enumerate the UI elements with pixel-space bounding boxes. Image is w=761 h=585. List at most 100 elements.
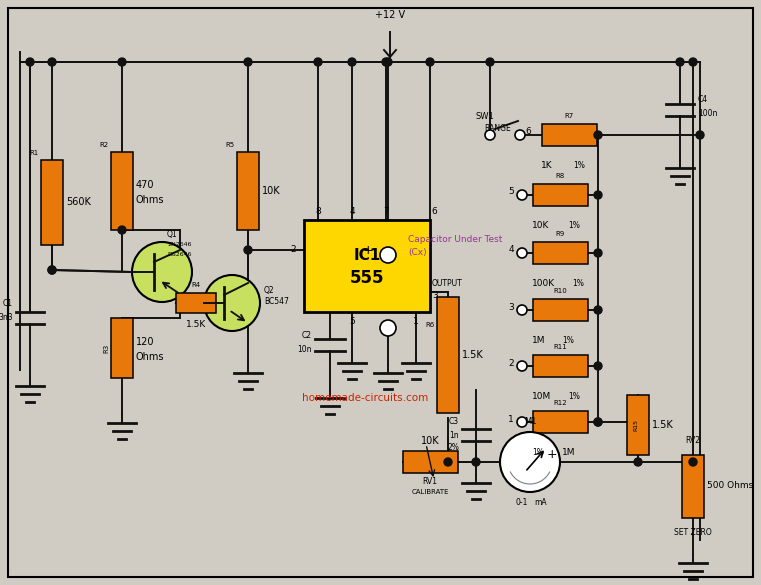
FancyBboxPatch shape [304, 220, 430, 312]
Text: mA: mA [534, 498, 546, 507]
Text: 560K: 560K [66, 197, 91, 207]
Circle shape [594, 306, 602, 314]
Circle shape [689, 58, 697, 66]
Text: C2: C2 [302, 331, 312, 339]
FancyBboxPatch shape [533, 355, 587, 377]
Text: 1: 1 [413, 317, 419, 326]
Text: IC1: IC1 [353, 249, 380, 263]
Text: 1.5K: 1.5K [462, 350, 484, 360]
Text: 1%: 1% [568, 392, 580, 401]
Text: R11: R11 [553, 344, 567, 350]
Circle shape [26, 58, 34, 66]
Circle shape [594, 249, 602, 257]
Text: R1: R1 [30, 150, 39, 156]
Text: Ohms: Ohms [136, 195, 164, 205]
Circle shape [485, 130, 495, 140]
Text: 1M: 1M [562, 448, 575, 457]
Text: 3: 3 [432, 291, 438, 301]
Text: BC547: BC547 [264, 298, 289, 307]
Circle shape [517, 190, 527, 200]
Text: R7: R7 [565, 113, 574, 119]
Text: C1: C1 [3, 300, 13, 308]
FancyBboxPatch shape [237, 152, 259, 230]
Circle shape [517, 305, 527, 315]
FancyBboxPatch shape [542, 124, 597, 146]
Text: SET ZERO: SET ZERO [674, 528, 712, 537]
Circle shape [594, 191, 602, 199]
Text: 2N2646: 2N2646 [167, 243, 192, 247]
FancyBboxPatch shape [111, 152, 133, 230]
Text: 1%: 1% [572, 279, 584, 288]
FancyBboxPatch shape [111, 318, 133, 378]
Circle shape [348, 58, 356, 66]
Text: 555: 555 [350, 269, 384, 287]
Circle shape [517, 248, 527, 258]
Circle shape [517, 417, 527, 427]
FancyBboxPatch shape [533, 411, 587, 433]
FancyBboxPatch shape [437, 297, 459, 413]
Text: 1M: 1M [532, 336, 546, 345]
Text: 1%: 1% [532, 448, 544, 457]
Text: 100n: 100n [698, 109, 718, 119]
Text: 1%: 1% [568, 221, 580, 230]
FancyBboxPatch shape [533, 184, 587, 206]
Circle shape [426, 58, 434, 66]
Circle shape [384, 58, 392, 66]
Text: 10K: 10K [262, 186, 281, 196]
Circle shape [594, 418, 602, 426]
Text: CALIBRATE: CALIBRATE [411, 489, 449, 495]
Text: 0-1: 0-1 [515, 498, 527, 507]
Circle shape [689, 458, 697, 466]
Circle shape [380, 247, 396, 263]
Circle shape [472, 458, 480, 466]
Text: R12: R12 [553, 400, 567, 406]
Circle shape [244, 58, 252, 66]
Text: 3: 3 [508, 302, 514, 311]
Text: 5: 5 [508, 188, 514, 197]
Text: (Cx): (Cx) [408, 249, 427, 257]
Text: R8: R8 [556, 173, 565, 179]
Circle shape [380, 320, 396, 336]
Text: 2: 2 [291, 246, 296, 254]
FancyBboxPatch shape [533, 242, 587, 264]
Circle shape [244, 246, 252, 254]
FancyBboxPatch shape [627, 395, 649, 455]
Text: 4: 4 [508, 246, 514, 254]
Text: SW1: SW1 [476, 112, 495, 121]
Text: 3n3: 3n3 [0, 314, 13, 322]
Text: 5: 5 [349, 317, 355, 326]
Text: +: + [362, 243, 373, 256]
Text: 2: 2 [508, 359, 514, 367]
Text: 120: 120 [136, 337, 154, 347]
Text: 470: 470 [136, 180, 154, 190]
Text: 1n: 1n [450, 431, 459, 439]
FancyBboxPatch shape [176, 293, 216, 313]
Text: 1K: 1K [541, 161, 552, 170]
Text: 10n: 10n [298, 345, 312, 353]
Text: RV1: RV1 [422, 477, 438, 486]
Circle shape [676, 58, 684, 66]
FancyBboxPatch shape [682, 455, 704, 518]
Circle shape [204, 275, 260, 331]
Text: R3: R3 [103, 343, 109, 353]
Text: DS2646: DS2646 [167, 253, 192, 257]
Text: C3: C3 [449, 417, 459, 425]
Text: R9: R9 [556, 231, 565, 237]
Circle shape [118, 226, 126, 234]
Text: 500 Ohms: 500 Ohms [707, 481, 753, 490]
FancyBboxPatch shape [41, 160, 63, 245]
Text: R6: R6 [425, 322, 435, 328]
Text: +12 V: +12 V [375, 10, 405, 20]
Text: 100K: 100K [532, 279, 555, 288]
Circle shape [515, 130, 525, 140]
FancyBboxPatch shape [403, 451, 457, 473]
Circle shape [696, 131, 704, 139]
FancyBboxPatch shape [533, 299, 587, 321]
Text: homemade-circuits.com: homemade-circuits.com [302, 393, 428, 403]
Text: 10M: 10M [532, 392, 551, 401]
Text: Q1: Q1 [167, 229, 177, 239]
Circle shape [594, 131, 602, 139]
Text: R5: R5 [226, 142, 235, 148]
Text: +: + [546, 448, 557, 460]
Circle shape [444, 458, 452, 466]
